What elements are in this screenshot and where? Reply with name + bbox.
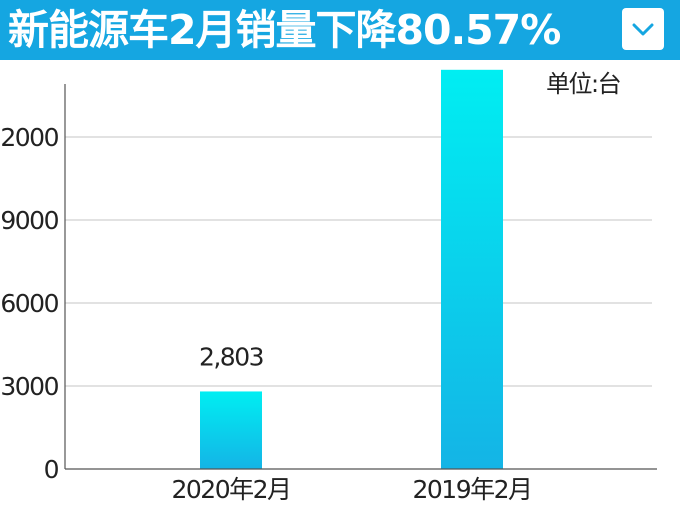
bar-chart: 0300060009000120002,8032020年2月14,4292019… xyxy=(0,69,657,504)
bar xyxy=(200,391,262,469)
y-tick-label: 6000 xyxy=(0,289,58,318)
bar xyxy=(441,69,503,469)
bar-value-label: 2,803 xyxy=(199,342,263,371)
y-tick-label: 0 xyxy=(44,455,59,484)
y-tick-label: 9000 xyxy=(0,206,58,235)
title-bar: 新能源车2月销量下降80.57% xyxy=(0,0,680,60)
chart-title: 新能源车2月销量下降80.57% xyxy=(8,6,561,54)
y-tick-label: 3000 xyxy=(0,372,58,401)
unit-label: 单位:台 xyxy=(546,70,621,98)
category-label: 2019年2月 xyxy=(412,475,531,504)
y-tick-label: 12000 xyxy=(0,123,59,152)
chevron-down-icon[interactable] xyxy=(622,8,664,50)
category-label: 2020年2月 xyxy=(171,475,290,504)
